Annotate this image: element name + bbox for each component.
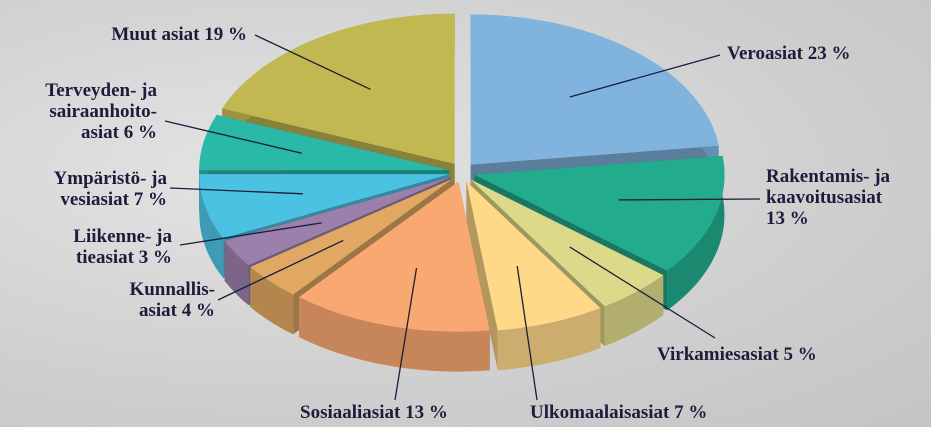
- value-label: 4 %: [181, 300, 215, 321]
- slice-top: [199, 114, 450, 171]
- category-name: Muut asiat: [111, 24, 200, 45]
- slice: [299, 181, 490, 372]
- category-name: Virkamiesasiat: [657, 344, 779, 365]
- value-label: 13 %: [405, 402, 448, 423]
- slice-side: [299, 297, 490, 372]
- leader-line: [217, 239, 344, 301]
- leader-line: [164, 120, 303, 154]
- slice: [466, 181, 601, 371]
- slice-top: [470, 179, 664, 307]
- leader-line: [516, 265, 538, 401]
- value-label: 7 %: [674, 402, 708, 423]
- slice-side: [250, 267, 294, 335]
- leader-line: [569, 54, 721, 98]
- slice-label: Ympäristö- ja vesiasiat 7 %: [54, 168, 167, 210]
- slice-label: Ulkomaalaisasiat 7 %: [530, 402, 707, 423]
- value-label: 3 %: [138, 247, 172, 268]
- slice-side: [199, 174, 224, 279]
- slice-label: Sosiaaliasiat 13 %: [300, 402, 448, 423]
- slice-top: [199, 174, 450, 239]
- slice-top: [224, 177, 451, 266]
- value-label: 7 %: [133, 189, 167, 210]
- slice-top: [299, 181, 490, 332]
- value-label: 23 %: [807, 43, 851, 64]
- slice-top: [222, 13, 455, 164]
- value-label: 5 %: [783, 344, 817, 365]
- leader-line: [569, 246, 716, 339]
- slice-wall: [466, 181, 498, 371]
- slice-label: Rakentamis- ja kaavoitusasiat 13 %: [766, 166, 890, 229]
- slice-label: Liikenne- ja tieasiat 3 %: [73, 226, 172, 268]
- leader-line: [618, 198, 761, 201]
- category-name: Rakentamis- ja kaavoitusasiat: [766, 166, 891, 208]
- leader-line: [394, 267, 418, 401]
- slice-top: [466, 181, 601, 331]
- category-name: Ulkomaalaisasiat: [530, 402, 670, 423]
- slice-label: Virkamiesasiat 5 %: [657, 344, 817, 365]
- slice-side: [224, 240, 249, 306]
- category-name: Sosiaaliasiat: [300, 402, 401, 423]
- slice-top: [474, 155, 725, 271]
- slice-side: [497, 308, 601, 371]
- slice-label: Terveyden- ja sairaanhoito- asiat 6 %: [45, 80, 157, 143]
- slice-top: [250, 178, 453, 295]
- category-name: Veroasiat: [727, 43, 803, 64]
- category-name: Ympäristö- ja vesiasiat: [53, 168, 167, 210]
- leader-line: [254, 34, 371, 90]
- value-label: 6 %: [123, 122, 157, 143]
- leader-line: [179, 222, 322, 246]
- slice-label: Veroasiat 23 %: [727, 43, 851, 64]
- slice-label: Muut asiat 19 %: [111, 24, 247, 45]
- category-name: Kunnallis- asiat: [129, 279, 215, 321]
- category-name: Terveyden- ja sairaanhoito- asiat: [45, 80, 157, 143]
- slice-side: [604, 275, 664, 347]
- slice-side: [667, 155, 725, 311]
- slice-label: Kunnallis- asiat 4 %: [129, 279, 215, 321]
- category-name: Liikenne- ja tieasiat: [73, 226, 172, 268]
- value-label: 13 %: [766, 208, 809, 229]
- value-label: 19 %: [204, 24, 247, 45]
- leader-line: [169, 187, 303, 195]
